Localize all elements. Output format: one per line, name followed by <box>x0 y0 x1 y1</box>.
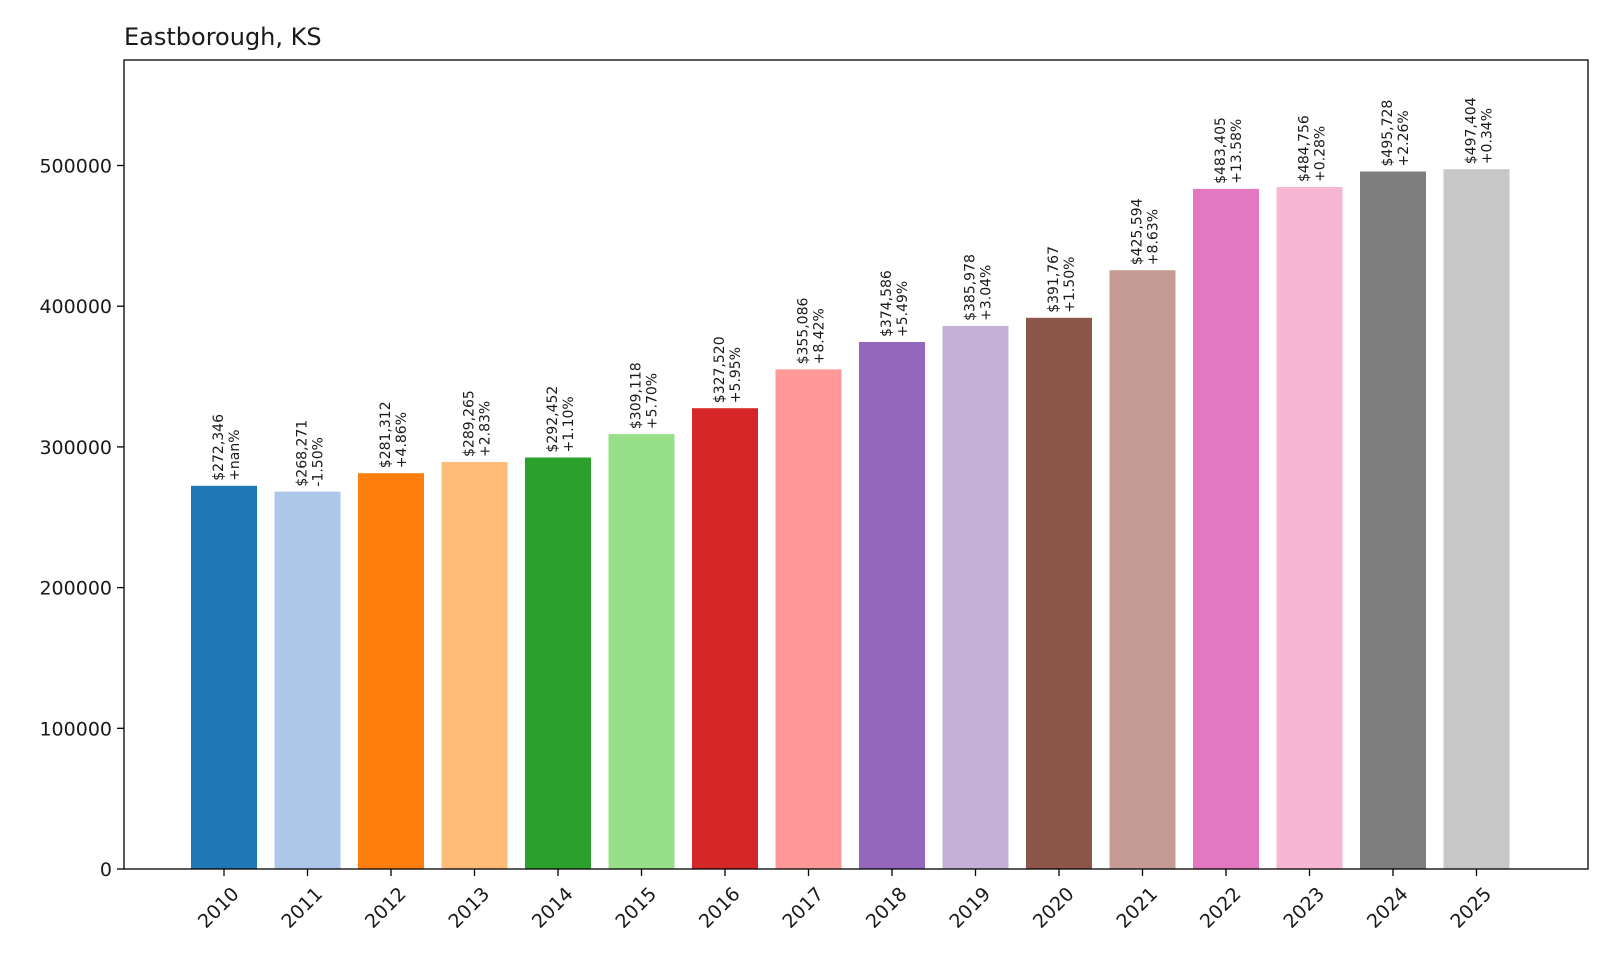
bar-change-label: +8.63% <box>1146 209 1162 265</box>
x-tick-label: 2015 <box>611 883 661 933</box>
bar-value-label: $327,520 <box>712 336 728 403</box>
bar-labels-group: $272,346+nan% $268,271-1.50% $281,312+4.86… <box>211 97 1496 486</box>
bar-2020 <box>1026 317 1092 869</box>
y-tick-label: 0 <box>100 859 112 881</box>
y-tick-label: 300000 <box>39 437 112 459</box>
bar-value-label: $425,594 <box>1130 198 1146 265</box>
bar-annotation-2022: $483,405+13.58% <box>1213 117 1245 184</box>
chart-title: Eastborough, KS <box>124 23 322 51</box>
bar-annotation-2014: $292,452+1.10% <box>545 386 577 453</box>
bar-change-label: +4.86% <box>394 412 410 468</box>
x-tick-label: 2020 <box>1029 883 1079 933</box>
bar-value-label: $309,118 <box>629 362 645 429</box>
bar-value-label: $374,586 <box>879 270 895 337</box>
bar-annotation-2025: $497,404+0.34% <box>1464 97 1496 164</box>
bar-2018 <box>859 342 925 869</box>
bar-value-label: $268,271 <box>295 420 311 487</box>
bar-value-label: $281,312 <box>378 401 394 468</box>
x-tick-label: 2017 <box>778 883 828 933</box>
bar-value-label: $355,086 <box>796 298 812 365</box>
bar-change-label: +0.34% <box>1480 108 1496 164</box>
bar-change-label: +nan% <box>227 429 243 480</box>
x-tick-label: 2025 <box>1446 883 1496 933</box>
bar-change-label: +8.42% <box>812 308 828 364</box>
bar-2015 <box>608 434 675 869</box>
x-tick-label: 2011 <box>277 883 327 933</box>
bar-value-label: $391,767 <box>1046 246 1062 313</box>
x-tick-label: 2016 <box>695 883 745 933</box>
bar-annotation-2010: $272,346+nan% <box>211 414 243 481</box>
x-tick-label: 2024 <box>1363 883 1413 933</box>
bar-annotation-2020: $391,767+1.50% <box>1046 246 1078 313</box>
bar-annotation-2011: $268,271-1.50% <box>295 420 327 487</box>
bar-change-label: +5.49% <box>895 281 911 337</box>
x-tick-label: 2010 <box>194 883 244 933</box>
x-tick-label: 2022 <box>1196 883 1246 933</box>
bar-2010 <box>191 485 257 869</box>
y-tick-label: 100000 <box>39 718 112 740</box>
y-tick-label: 500000 <box>39 156 112 178</box>
x-tick-label: 2014 <box>528 883 578 933</box>
bar-2023 <box>1276 187 1343 869</box>
bar-2014 <box>525 457 591 869</box>
bar-2016 <box>692 408 758 869</box>
bar-value-label: $292,452 <box>545 386 561 453</box>
bar-annotation-2017: $355,086+8.42% <box>796 298 828 365</box>
bar-2021 <box>1109 270 1176 869</box>
bar-change-label: +2.26% <box>1396 110 1412 166</box>
bar-annotation-2016: $327,520+5.95% <box>712 336 744 403</box>
x-axis: 2010 2011 2012 2013 2014 2015 2016 2017 2018 2019… <box>194 869 1496 933</box>
x-tick-label: 2012 <box>361 883 411 933</box>
x-tick-label: 2019 <box>945 883 995 933</box>
bar-change-label: +3.04% <box>979 265 995 321</box>
x-tick-label: 2013 <box>444 883 494 933</box>
bar-value-label: $497,404 <box>1464 97 1480 164</box>
bar-change-label: +1.10% <box>561 396 577 452</box>
bar-change-label: +5.70% <box>645 373 661 429</box>
bar-value-label: $289,265 <box>462 390 478 457</box>
bar-2024 <box>1360 171 1426 869</box>
bar-annotation-2012: $281,312+4.86% <box>378 401 410 468</box>
bar-2012 <box>358 473 424 869</box>
bar-change-label: +2.83% <box>478 401 494 457</box>
plot-frame <box>123 59 1589 870</box>
bar-annotation-2018: $374,586+5.49% <box>879 270 911 337</box>
bar-annotation-2021: $425,594+8.63% <box>1130 198 1162 265</box>
bar-2025 <box>1443 169 1510 869</box>
bar-value-label: $495,728 <box>1380 100 1396 167</box>
bar-annotation-2019: $385,978+3.04% <box>963 254 995 321</box>
bar-value-label: $484,756 <box>1297 115 1313 182</box>
bar-2013 <box>441 462 508 869</box>
bar-2017 <box>775 369 842 869</box>
x-tick-label: 2021 <box>1112 883 1162 933</box>
bar-annotation-2024: $495,728+2.26% <box>1380 100 1412 167</box>
bar-change-label: +13.58% <box>1229 119 1245 184</box>
bar-annotation-2015: $309,118+5.70% <box>629 362 661 429</box>
bar-change-label: +0.28% <box>1313 126 1329 182</box>
bar-value-label: $483,405 <box>1213 117 1229 184</box>
x-tick-label: 2023 <box>1279 883 1329 933</box>
bar-change-label: +1.50% <box>1062 257 1078 313</box>
bar-value-label: $272,346 <box>211 414 227 481</box>
bar-annotation-2013: $289,265+2.83% <box>462 390 494 457</box>
y-axis: 0 100000 200000 300000 400000 500000 <box>39 156 124 881</box>
bar-2011 <box>274 491 341 869</box>
bar-2022 <box>1193 188 1259 869</box>
bar-change-label: +5.95% <box>728 347 744 403</box>
bar-annotation-2023: $484,756+0.28% <box>1297 115 1329 182</box>
bar-value-label: $385,978 <box>963 254 979 321</box>
bar-2019 <box>942 325 1009 869</box>
bars-group <box>191 169 1510 869</box>
x-tick-label: 2018 <box>862 883 912 933</box>
y-tick-label: 400000 <box>39 296 112 318</box>
bar-change-label: -1.50% <box>311 437 327 487</box>
y-tick-label: 200000 <box>39 578 112 600</box>
